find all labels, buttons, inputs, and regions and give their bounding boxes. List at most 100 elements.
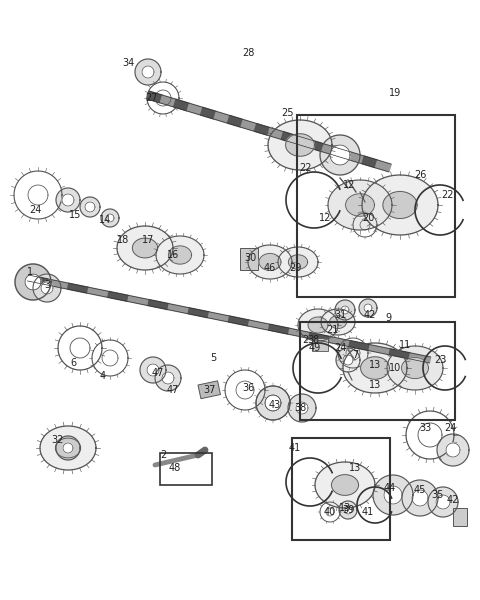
Text: 47: 47 xyxy=(152,368,164,378)
Polygon shape xyxy=(339,501,357,519)
Text: 35: 35 xyxy=(432,490,444,500)
Polygon shape xyxy=(329,337,350,347)
Polygon shape xyxy=(187,103,203,115)
Text: 11: 11 xyxy=(399,340,411,350)
Text: 24: 24 xyxy=(29,205,41,215)
Text: 6: 6 xyxy=(70,358,76,368)
Polygon shape xyxy=(160,95,176,107)
Polygon shape xyxy=(88,287,109,298)
Bar xyxy=(453,508,467,526)
Polygon shape xyxy=(63,443,73,453)
Polygon shape xyxy=(343,355,353,365)
Polygon shape xyxy=(142,66,154,78)
Text: 26: 26 xyxy=(414,170,426,180)
Polygon shape xyxy=(15,264,51,300)
Polygon shape xyxy=(268,128,284,139)
Polygon shape xyxy=(27,275,48,285)
Polygon shape xyxy=(85,202,95,212)
Polygon shape xyxy=(383,191,417,218)
Text: 25: 25 xyxy=(282,108,294,118)
Bar xyxy=(160,453,212,485)
Polygon shape xyxy=(281,132,297,143)
Polygon shape xyxy=(335,148,351,160)
Text: 21: 21 xyxy=(326,325,338,335)
Polygon shape xyxy=(101,209,119,227)
Polygon shape xyxy=(373,475,413,515)
Polygon shape xyxy=(328,180,392,230)
Text: 46: 46 xyxy=(264,263,276,273)
Text: 43: 43 xyxy=(269,400,281,410)
Polygon shape xyxy=(387,346,443,390)
Text: 40: 40 xyxy=(324,507,336,517)
Bar xyxy=(292,438,390,540)
Polygon shape xyxy=(168,246,192,264)
Text: 17: 17 xyxy=(142,235,154,245)
Text: 32: 32 xyxy=(52,435,64,445)
Polygon shape xyxy=(389,349,410,359)
Polygon shape xyxy=(56,436,80,460)
Polygon shape xyxy=(62,194,74,206)
Text: 41: 41 xyxy=(362,507,374,517)
Polygon shape xyxy=(249,320,270,330)
Polygon shape xyxy=(412,490,428,506)
Text: 42: 42 xyxy=(364,310,376,320)
Polygon shape xyxy=(128,296,149,305)
Polygon shape xyxy=(298,309,338,341)
Polygon shape xyxy=(288,394,316,422)
Text: 24: 24 xyxy=(444,423,456,433)
Text: 13: 13 xyxy=(369,360,381,370)
Polygon shape xyxy=(162,372,174,384)
Polygon shape xyxy=(309,332,330,343)
Text: 2: 2 xyxy=(160,450,166,460)
Polygon shape xyxy=(364,304,372,312)
Text: 15: 15 xyxy=(69,210,81,220)
Polygon shape xyxy=(48,279,69,289)
Polygon shape xyxy=(268,120,332,170)
Polygon shape xyxy=(168,304,190,314)
Polygon shape xyxy=(348,152,364,164)
Text: 12: 12 xyxy=(319,213,331,223)
Polygon shape xyxy=(174,99,190,111)
Text: 18: 18 xyxy=(117,235,129,245)
Polygon shape xyxy=(228,116,243,127)
Polygon shape xyxy=(208,312,229,322)
Polygon shape xyxy=(33,274,61,302)
Polygon shape xyxy=(288,328,310,338)
Polygon shape xyxy=(362,175,438,235)
Polygon shape xyxy=(295,136,311,148)
Polygon shape xyxy=(80,197,100,217)
Text: 45: 45 xyxy=(414,485,426,495)
Text: 13: 13 xyxy=(369,380,381,390)
Polygon shape xyxy=(330,145,350,165)
Polygon shape xyxy=(41,282,53,294)
Bar xyxy=(240,248,258,270)
Text: 48: 48 xyxy=(169,463,181,473)
Polygon shape xyxy=(156,236,204,274)
Polygon shape xyxy=(315,462,375,508)
Polygon shape xyxy=(384,486,402,504)
Polygon shape xyxy=(332,475,359,496)
Text: 1: 1 xyxy=(27,267,33,277)
Polygon shape xyxy=(288,255,308,269)
Polygon shape xyxy=(308,140,324,152)
Bar xyxy=(297,115,455,297)
Polygon shape xyxy=(402,358,429,379)
Text: 22: 22 xyxy=(442,190,454,200)
Text: 7: 7 xyxy=(352,350,358,360)
Polygon shape xyxy=(402,480,438,516)
Polygon shape xyxy=(201,107,216,119)
Polygon shape xyxy=(148,299,169,310)
Polygon shape xyxy=(228,316,250,326)
Polygon shape xyxy=(40,426,96,470)
Text: 10: 10 xyxy=(389,363,401,373)
Polygon shape xyxy=(140,357,166,383)
Text: 9: 9 xyxy=(385,313,391,323)
Polygon shape xyxy=(188,308,209,318)
Text: 16: 16 xyxy=(167,250,179,260)
Text: 27: 27 xyxy=(146,93,158,103)
Polygon shape xyxy=(56,188,80,212)
Bar xyxy=(312,338,328,351)
Text: 19: 19 xyxy=(389,88,401,98)
Text: 36: 36 xyxy=(242,383,254,393)
Polygon shape xyxy=(359,299,377,317)
